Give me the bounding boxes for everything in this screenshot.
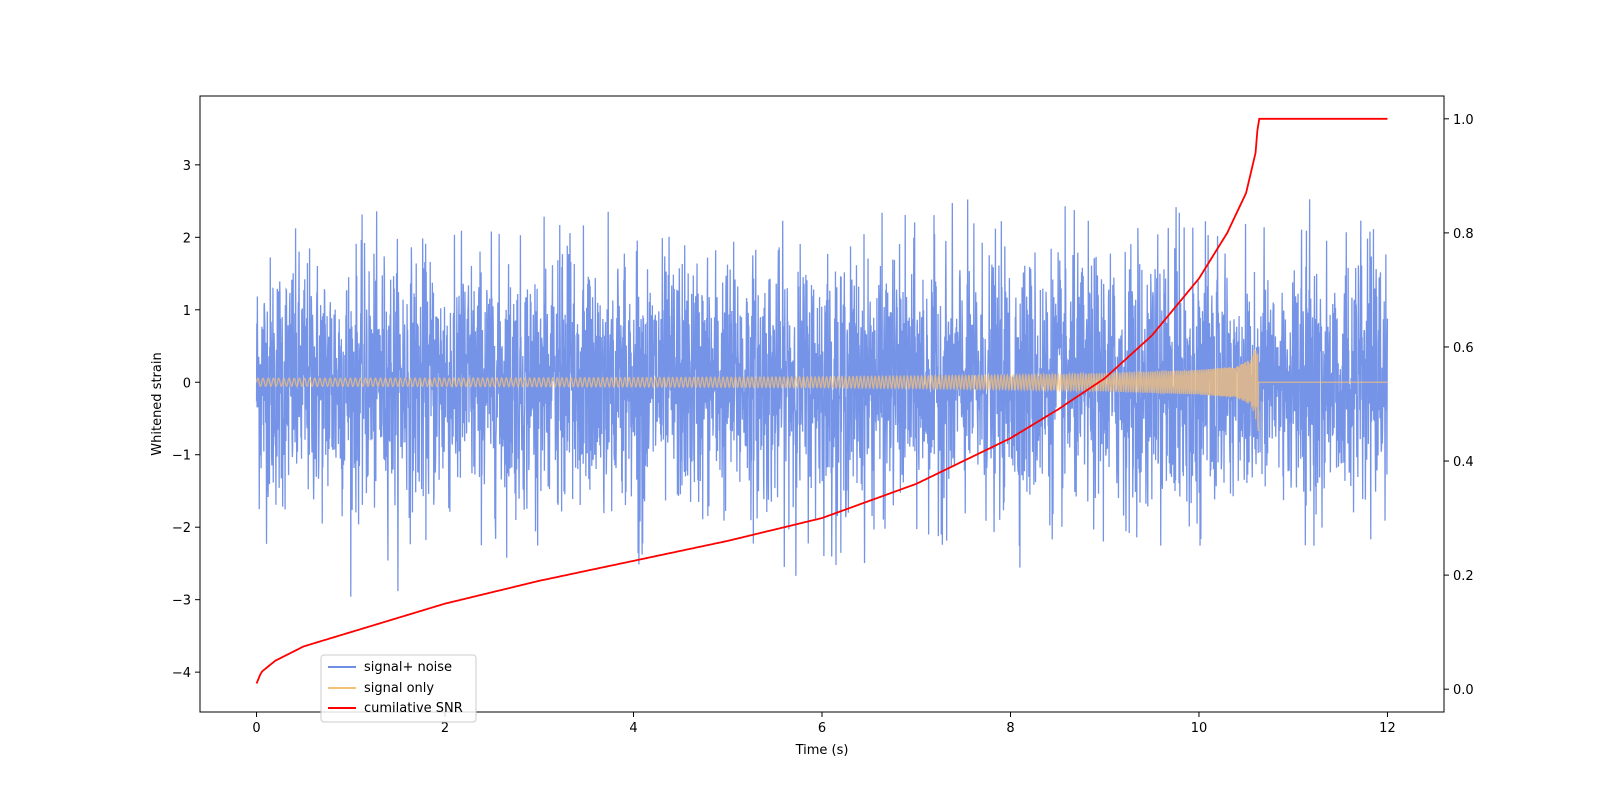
y-tick-label: 3 xyxy=(183,159,191,174)
y-tick-label: −2 xyxy=(172,521,191,536)
x-axis-label: Time (s) xyxy=(795,743,849,758)
x-tick-label: 8 xyxy=(1006,721,1014,736)
y-tick-label: 2 xyxy=(183,231,191,246)
x-tick-label: 0 xyxy=(252,721,260,736)
y2-tick-label: 0.4 xyxy=(1453,455,1474,470)
y-tick-label: −4 xyxy=(172,666,191,681)
y-axis-right: 0.0 0.2 0.4 0.6 0.8 1.0 xyxy=(1444,113,1474,698)
y-tick-label: 1 xyxy=(183,304,191,319)
x-axis: 0 2 4 6 8 10 12 xyxy=(252,712,1396,736)
plot-area xyxy=(199,95,1445,713)
x-tick-label: 12 xyxy=(1379,721,1396,736)
legend: signal+ noise signal only cumilative SNR xyxy=(320,654,477,723)
x-tick-label: 4 xyxy=(629,721,637,736)
y2-tick-label: 0.8 xyxy=(1453,227,1474,242)
series-signal-only xyxy=(255,349,1388,432)
x-tick-label: 10 xyxy=(1191,721,1208,736)
y-axis-left: −4 −3 −2 −1 0 1 2 3 xyxy=(172,159,200,681)
legend-box xyxy=(320,654,477,723)
y-tick-label: −1 xyxy=(172,449,191,464)
y-tick-label: −3 xyxy=(172,594,191,609)
y2-tick-label: 0.0 xyxy=(1453,683,1474,698)
series-cumulative-snr xyxy=(255,117,1388,684)
x-tick-label: 2 xyxy=(441,721,449,736)
y-axis-label: Whitened strain xyxy=(150,352,165,455)
legend-label-cumulative-snr: cumilative SNR xyxy=(364,701,463,716)
legend-label-signal-noise: signal+ noise xyxy=(364,660,452,675)
x-tick-label: 6 xyxy=(818,721,826,736)
legend-label-signal-only: signal only xyxy=(364,681,434,696)
y-tick-label: 0 xyxy=(183,376,191,391)
y2-tick-label: 0.2 xyxy=(1453,569,1474,584)
y2-tick-label: 0.6 xyxy=(1453,341,1474,356)
y2-tick-label: 1.0 xyxy=(1453,113,1474,128)
